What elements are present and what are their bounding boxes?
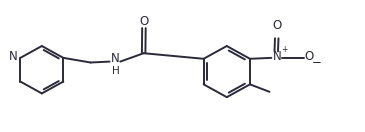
Text: N: N (111, 52, 120, 65)
Text: O: O (272, 19, 281, 32)
Text: O: O (305, 50, 314, 63)
Text: O: O (139, 15, 149, 28)
Text: N: N (273, 50, 281, 63)
Text: N: N (9, 50, 18, 63)
Text: H: H (112, 66, 119, 76)
Text: +: + (281, 45, 288, 54)
Text: −: − (312, 56, 322, 69)
